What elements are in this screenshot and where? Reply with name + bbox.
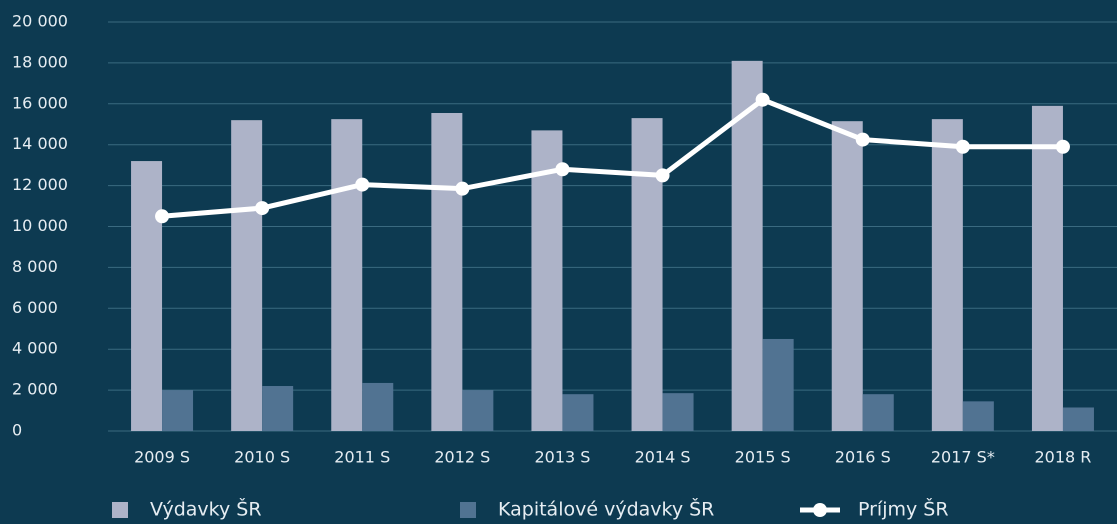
bar [1031,105,1063,431]
legend-swatch [460,502,476,518]
x-tick-label: 2011 S [334,448,390,467]
legend: Výdavky ŠR Kapitálové výdavky ŠR Príjmy ŠR [112,497,949,521]
x-tick-label: 2013 S [534,448,590,467]
y-tick-label: 0 [12,421,22,440]
x-tick-label: 2016 S [835,448,891,467]
line-marker [1055,139,1070,154]
legend-swatch [112,502,128,518]
legend-label: Výdavky ŠR [150,497,262,521]
y-tick-label: 14 000 [12,134,68,153]
y-tick-label: 6 000 [12,298,58,317]
legend-label: Kapitálové výdavky ŠR [498,497,714,521]
y-tick-label: 10 000 [12,216,68,235]
bar [831,121,863,432]
line-marker [555,162,570,177]
bar [1062,407,1094,431]
line-marker [255,201,270,216]
bar [331,119,363,431]
bar [431,113,463,431]
bar [462,390,494,431]
bar [762,338,794,431]
bar [262,386,294,431]
y-tick-label: 20 000 [12,12,68,31]
line [161,96,1063,219]
y-tick-label: 18 000 [12,52,68,71]
bar [731,60,763,431]
line-marker [955,139,970,154]
legend-swatch [813,503,827,517]
x-tick-label: 2010 S [234,448,290,467]
bar [362,382,394,431]
x-tick-label: 2018 R [1034,448,1091,467]
bar [531,130,563,431]
y-tick-label: 4 000 [12,339,58,358]
bar [162,390,194,431]
bar [662,393,694,431]
line-marker [755,92,770,107]
legend-label: Príjmy ŠR [858,497,949,521]
line-marker [355,177,370,192]
bar [962,401,994,431]
x-tick-label: 2014 S [635,448,691,467]
y-tick-label: 16 000 [12,93,68,112]
bar [131,161,163,431]
bar [231,120,263,431]
y-tick-label: 2 000 [12,380,58,399]
line-marker [455,181,470,196]
line-marker [655,168,670,183]
y-tick-label: 8 000 [12,257,58,276]
line-marker [155,209,170,224]
bar [931,119,963,431]
y-tick-label: 12 000 [12,175,68,194]
x-tick-label: 2017 S* [931,448,995,467]
x-tick-label: 2009 S [134,448,190,467]
line-marker [855,132,870,147]
x-tick-label: 2012 S [434,448,490,467]
x-tick-label: 2015 S [735,448,791,467]
bar [562,394,594,431]
bar [862,394,894,431]
bar [631,118,663,432]
